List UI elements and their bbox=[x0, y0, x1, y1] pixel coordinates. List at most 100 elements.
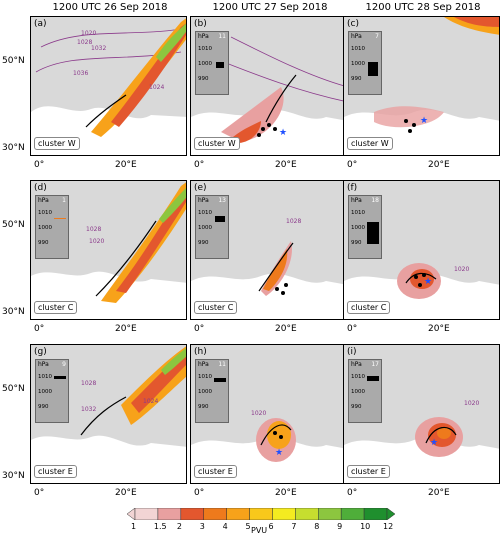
inset-unit: hPa bbox=[198, 33, 209, 40]
inset-tick: 1010 bbox=[198, 374, 212, 380]
lon-label: 20°E bbox=[115, 324, 137, 334]
colorbar-segment bbox=[157, 508, 182, 520]
column-title-1: 1200 UTC 26 Sep 2018 bbox=[52, 2, 168, 13]
inset-unit: hPa bbox=[38, 361, 49, 368]
lon-label: 0° bbox=[34, 324, 45, 334]
lon-label: 20°E bbox=[275, 488, 297, 498]
lon-label: 0° bbox=[194, 160, 205, 170]
lon-label: 20°E bbox=[275, 324, 297, 334]
cluster-label: cluster W bbox=[194, 137, 240, 150]
lat-label: 50°N bbox=[2, 384, 25, 394]
inset-tick: 1010 bbox=[351, 210, 365, 216]
cluster-label: cluster E bbox=[194, 465, 237, 478]
lon-label: 20°E bbox=[428, 160, 450, 170]
lat-label: 30°N bbox=[2, 143, 25, 153]
inset-tick: 990 bbox=[38, 404, 49, 410]
column-title-3: 1200 UTC 28 Sep 2018 bbox=[365, 2, 481, 13]
panel-i: ★ 1020 (i) hPa 17 1010 1000 990 cluster … bbox=[343, 344, 500, 484]
inset-tick: 990 bbox=[351, 76, 362, 82]
pressure-inset: hPa 9 1010 1000 990 bbox=[35, 359, 69, 423]
cluster-label: cluster W bbox=[34, 137, 80, 150]
panel-d: 1028 1020 (d) hPa 1 1010 1000 990 cluste… bbox=[30, 180, 187, 320]
inset-tick: 1010 bbox=[38, 374, 52, 380]
panel-e: 1028 (e) hPa 13 1010 1000 990 cluster C bbox=[190, 180, 347, 320]
colorbar-tick-label: 3 bbox=[199, 522, 205, 531]
svg-text:★: ★ bbox=[420, 116, 428, 126]
inset-unit: hPa bbox=[38, 197, 49, 204]
inset-tick: 990 bbox=[198, 404, 209, 410]
lat-label: 50°N bbox=[2, 220, 25, 230]
colorbar-tick-label: 9 bbox=[337, 522, 343, 531]
panel-label: (h) bbox=[194, 347, 207, 357]
lat-label: 30°N bbox=[2, 307, 25, 317]
inset-tick: 1000 bbox=[351, 389, 365, 395]
panel-f: ★ 1020 (f) hPa 18 1010 1000 990 cluster … bbox=[343, 180, 500, 320]
colorbar-tick-label: 1.5 bbox=[153, 522, 167, 531]
cluster-label: cluster C bbox=[347, 301, 391, 314]
svg-text:★: ★ bbox=[424, 277, 432, 287]
lat-label: 50°N bbox=[2, 56, 25, 66]
pressure-inset: hPa 7 1010 1000 990 bbox=[348, 31, 382, 95]
isobar-label: 1032 bbox=[91, 45, 106, 52]
isobar-label: 1028 bbox=[86, 226, 101, 233]
pvu-colorbar bbox=[127, 508, 395, 520]
inset-tick: 1010 bbox=[38, 210, 52, 216]
inset-count: 13 bbox=[218, 197, 226, 204]
lon-label: 0° bbox=[34, 488, 45, 498]
panel-b: ★ (b) hPa 11 1010 1000 990 cluster W bbox=[190, 16, 347, 156]
inset-unit: hPa bbox=[198, 361, 209, 368]
panel-label: (b) bbox=[194, 19, 207, 29]
panel-label: (i) bbox=[347, 347, 357, 357]
isobar-label: 1036 bbox=[73, 70, 88, 77]
inset-count: 11 bbox=[218, 33, 226, 40]
isobar-label: 1024 bbox=[149, 84, 164, 91]
inset-tick: 990 bbox=[351, 240, 362, 246]
lon-label: 0° bbox=[347, 160, 358, 170]
panel-a: 1020 1028 1032 1036 1024 (a) cluster W bbox=[30, 16, 187, 156]
pressure-inset: hPa 13 1010 1000 990 bbox=[195, 195, 229, 259]
inset-tick: 1000 bbox=[351, 61, 365, 67]
pressure-inset: hPa 17 1010 1000 990 bbox=[348, 359, 382, 423]
inset-count: 17 bbox=[371, 361, 379, 368]
pressure-inset: hPa 11 1010 1000 990 bbox=[195, 359, 229, 423]
lon-label: 0° bbox=[194, 488, 205, 498]
pressure-inset: hPa 11 1010 1000 990 bbox=[195, 31, 229, 95]
panel-h: ★ 1020 (h) hPa 11 1010 1000 990 cluster … bbox=[190, 344, 347, 484]
inset-tick: 990 bbox=[38, 240, 49, 246]
inset-tick: 1000 bbox=[38, 225, 52, 231]
colorbar-tick-label: 1 bbox=[131, 522, 137, 531]
isobar-label: 1020 bbox=[464, 400, 479, 407]
colorbar-segment bbox=[295, 508, 319, 520]
colorbar-tick-label: 2 bbox=[176, 522, 182, 531]
svg-text:★: ★ bbox=[275, 448, 283, 458]
inset-tick: 1010 bbox=[351, 374, 365, 380]
lon-label: 20°E bbox=[115, 160, 137, 170]
inset-unit: hPa bbox=[351, 361, 362, 368]
isobar-label: 1020 bbox=[454, 266, 469, 273]
pressure-inset: hPa 18 1010 1000 990 bbox=[348, 195, 382, 259]
inset-unit: hPa bbox=[351, 197, 362, 204]
lon-label: 0° bbox=[194, 324, 205, 334]
map-b: ★ bbox=[191, 36, 346, 155]
colorbar-segment bbox=[363, 508, 388, 520]
inset-tick: 1000 bbox=[38, 389, 52, 395]
inset-count: 11 bbox=[218, 361, 226, 368]
isobar-label: 1028 bbox=[286, 218, 301, 225]
colorbar-unit: PVU bbox=[251, 526, 268, 535]
cluster-label: cluster E bbox=[34, 465, 77, 478]
colorbar-segment bbox=[226, 508, 250, 520]
lon-label: 0° bbox=[34, 160, 45, 170]
inset-count: 7 bbox=[375, 33, 379, 40]
isobar-label: 1028 bbox=[77, 39, 92, 46]
panel-label: (f) bbox=[347, 183, 358, 193]
colorbar-segment bbox=[272, 508, 296, 520]
pressure-inset: hPa 1 1010 1000 990 bbox=[35, 195, 69, 259]
cluster-label: cluster W bbox=[347, 137, 393, 150]
inset-count: 18 bbox=[371, 197, 379, 204]
isobar-label: 1020 bbox=[251, 410, 266, 417]
cluster-label: cluster C bbox=[194, 301, 238, 314]
panel-label: (e) bbox=[194, 183, 207, 193]
colorbar-tick-label: 5 bbox=[245, 522, 251, 531]
lon-label: 20°E bbox=[428, 324, 450, 334]
isobar-label: 1020 bbox=[81, 30, 96, 37]
